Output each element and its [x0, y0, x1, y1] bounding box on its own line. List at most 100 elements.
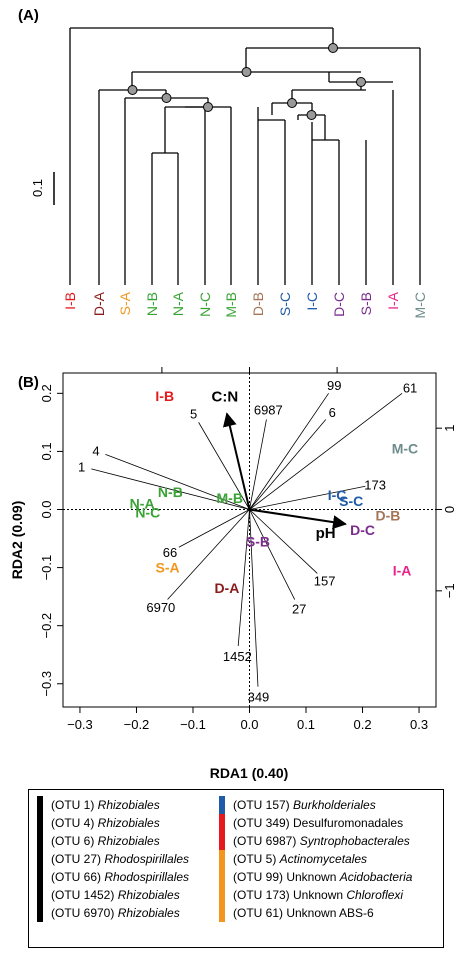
legend-swatch — [219, 850, 225, 868]
legend-item: (OTU 6987) Syntrophobacterales — [219, 832, 412, 850]
legend-item: (OTU 99) Unknown Acidobacteria — [219, 868, 412, 886]
species-vector-label: 173 — [364, 477, 386, 492]
legend-item: (OTU 66) Rhodospirillales — [37, 868, 189, 886]
legend-item: (OTU 5) Actinomycetales — [219, 850, 412, 868]
env-vector-label: C:N — [212, 389, 239, 406]
sample-label: S-A — [155, 560, 179, 576]
legend-swatch — [37, 850, 43, 868]
env-vector — [249, 508, 347, 530]
species-vector-label: 27 — [292, 601, 306, 616]
leaf-label: D-C — [331, 292, 347, 317]
legend-swatch — [37, 886, 43, 904]
legend-otu: (OTU 6) — [51, 834, 98, 848]
species-vector — [249, 393, 329, 510]
legend-otu: (OTU 27) — [51, 852, 105, 866]
species-vector-label: 6 — [329, 405, 336, 420]
leaf-label: D-B — [250, 292, 266, 316]
bootstrap-node — [306, 110, 317, 120]
sample-label: D-B — [376, 507, 401, 523]
env-vector — [222, 412, 251, 510]
x-tick-label: −0.1 — [180, 717, 206, 732]
legend-swatch — [37, 832, 43, 850]
env-vector-label: pH — [316, 525, 336, 542]
legend-swatch — [219, 868, 225, 886]
legend-taxon: Rhizobiales — [97, 834, 160, 848]
legend-item: (OTU 6970) Rhizobiales — [37, 904, 189, 922]
sample-label: N-A — [130, 496, 155, 512]
legend-column-2: (OTU 157) Burkholderiales (OTU 349) Desul… — [219, 796, 412, 922]
legend-otu: (OTU 66) — [51, 870, 105, 884]
legend-taxon: Chloroflexi — [346, 888, 404, 902]
legend-taxon: ABS-6 — [339, 906, 374, 920]
leaf-label: S-A — [117, 291, 133, 315]
species-vector — [249, 509, 296, 600]
legend-swatch — [219, 796, 225, 814]
legend-taxon: Syntrophobacterales — [299, 834, 410, 848]
leaf-label: M-B — [223, 292, 239, 318]
legend-item: (OTU 6) Rhizobiales — [37, 832, 189, 850]
bootstrap-node — [127, 85, 138, 95]
species-vector — [249, 419, 267, 510]
legend-item: (OTU 1) Rhizobiales — [37, 796, 189, 814]
legend-taxon: Rhizobiales — [97, 798, 160, 812]
leaf-label: S-B — [358, 292, 374, 315]
legend-item: (OTU 1452) Rhizobiales — [37, 886, 189, 904]
x-tick-label: 0.0 — [240, 717, 258, 732]
species-vector-label: 61 — [403, 380, 417, 395]
right-tick-label: 0 — [442, 506, 457, 513]
species-vector — [91, 468, 250, 510]
legend-taxon: Rhizobiales — [97, 816, 160, 830]
species-vector-label: 6987 — [254, 403, 283, 418]
bootstrap-node — [328, 43, 338, 53]
legend-otu: (OTU 6987) — [233, 834, 300, 848]
sample-label: N-B — [158, 484, 183, 500]
legend-item: (OTU 27) Rhodospirillales — [37, 850, 189, 868]
y-axis-label: RDA2 (0.09) — [9, 501, 25, 580]
right-tick-label: 1 — [442, 425, 457, 432]
legend-otu: (OTU 61) — [233, 906, 287, 920]
sample-label: I-A — [393, 562, 412, 578]
legend-otu: (OTU 4) — [51, 816, 98, 830]
legend-prefix: Unknown — [293, 888, 347, 902]
legend-taxon: Acidobacteria — [339, 870, 413, 884]
sample-label: N-C — [135, 504, 160, 520]
dendrogram-branches — [69, 27, 421, 285]
axes: −0.3 −0.2 −0.1 0.0 0.1 0.2 0.3 −0.3 −0.2 −0.1 0.0 0… — [39, 367, 457, 732]
species-vector-label: 99 — [327, 378, 341, 393]
species-vector — [249, 419, 327, 510]
figure: (A) 0.1 I-B D-A S-A N-B N-A N-C M-B D-B S-C I-C D-… — [9, 7, 457, 781]
leaf-label: S-C — [277, 292, 293, 316]
species-vector — [178, 509, 250, 548]
sample-label: D-C — [350, 522, 375, 538]
sample-label: S-B — [246, 533, 270, 549]
species-vector-label: 6970 — [146, 600, 175, 615]
x-tick-label: −0.2 — [124, 717, 150, 732]
y-tick-label: −0.3 — [39, 671, 54, 697]
legend-swatch — [219, 832, 225, 850]
sample-label: D-A — [214, 580, 239, 596]
legend-taxon: Rhizobiales — [117, 906, 180, 920]
legend-swatch — [37, 796, 43, 814]
legend-taxon: Actinomycetales — [279, 852, 368, 866]
sample-label: S-C — [339, 493, 363, 509]
leaf-label: N-C — [197, 292, 213, 317]
legend-column-1: (OTU 1) Rhizobiales (OTU 4) Rhizobiales (O… — [37, 796, 189, 922]
legend-otu: (OTU 5) — [233, 852, 280, 866]
leaf-label: I-C — [304, 292, 320, 311]
species-vector-label: 1452 — [223, 649, 252, 664]
species-vectors: 99 61 6 5 6987 41 173 66 6970 157 27 1452 349 C:N pH — [78, 378, 417, 705]
legend-item: (OTU 173) Unknown Chloroflexi — [219, 886, 412, 904]
legend-otu: (OTU 349) — [233, 816, 294, 830]
legend-item: (OTU 4) Rhizobiales — [37, 814, 189, 832]
species-vector — [237, 509, 250, 647]
sample-labels: I-B M-C N-B M-B N-AN-C I-CS-C D-BD-C S-B S-A D-A I… — [130, 388, 418, 596]
dendrogram-leaf-labels: I-B D-A S-A N-B N-A N-C M-B D-B S-C I-C D-C S-B I-A M… — [62, 291, 428, 318]
panel-b-label: (B) — [18, 374, 39, 391]
legend-prefix: Unknown — [286, 870, 340, 884]
bootstrap-node — [356, 77, 366, 87]
sample-label: M-B — [217, 490, 243, 506]
y-tick-label: −0.2 — [39, 613, 54, 639]
species-vector-label: 4 — [92, 444, 99, 459]
leaf-label: I-B — [62, 292, 78, 310]
sample-label: I-C — [328, 487, 347, 503]
